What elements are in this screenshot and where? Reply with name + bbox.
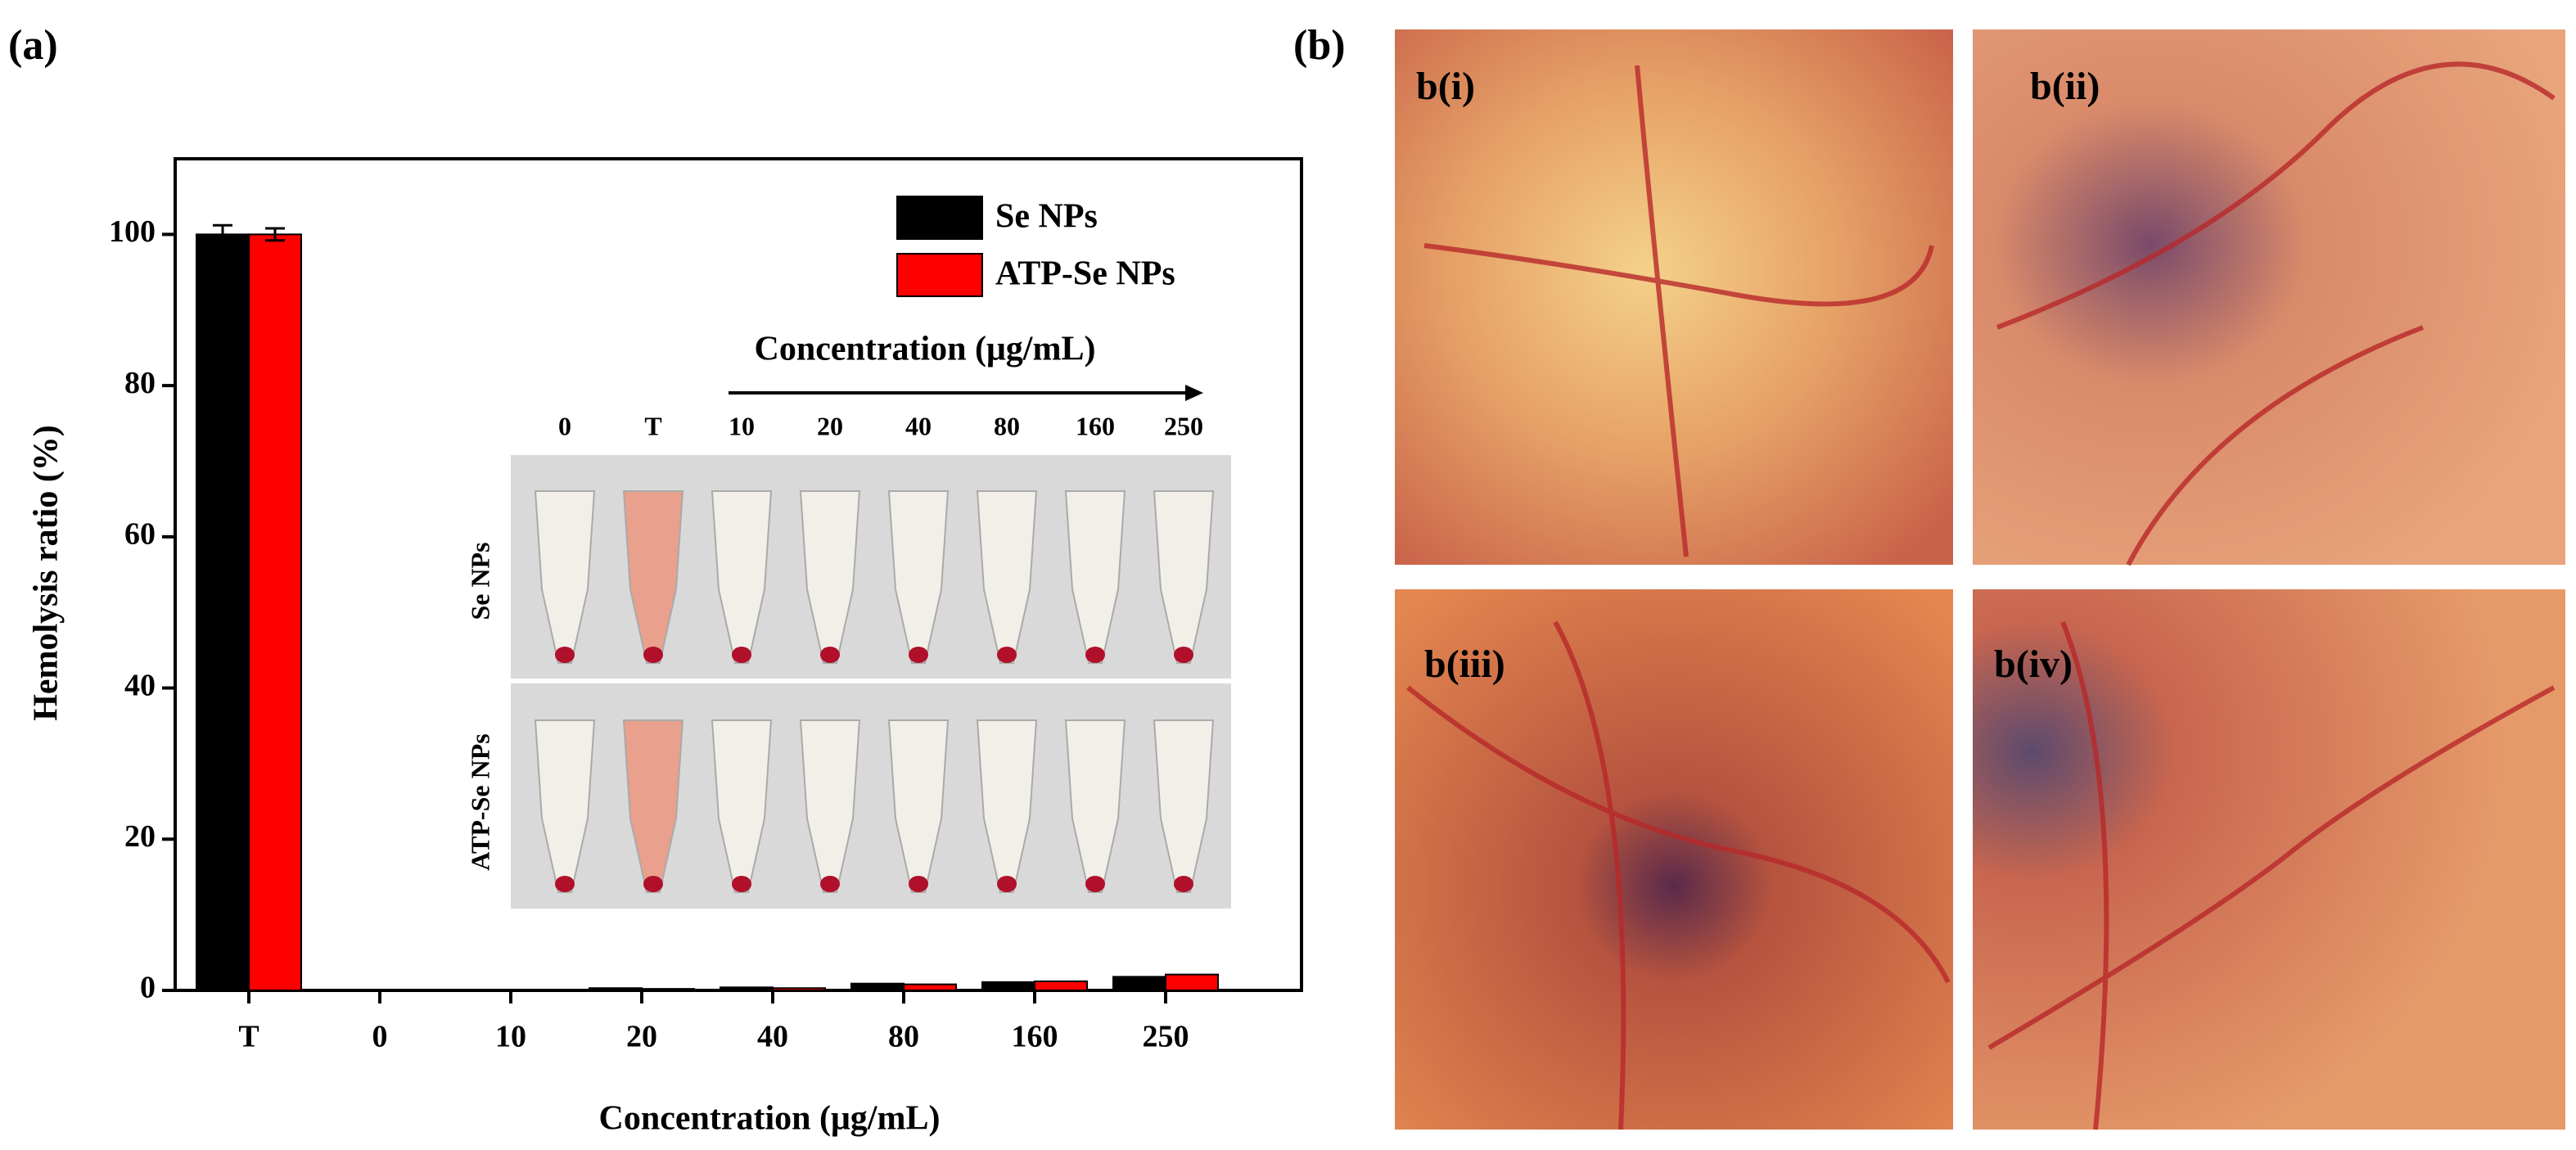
inset-label: 10 (729, 411, 755, 440)
tube (622, 719, 684, 893)
tube (887, 719, 950, 893)
bar (641, 988, 695, 991)
legend-label: Se NPs (995, 198, 1098, 236)
tube-pellet (820, 876, 840, 892)
legend-swatch (896, 253, 983, 297)
bar (589, 987, 643, 992)
inset-photo (511, 385, 1231, 909)
inset-label: 160 (1076, 411, 1115, 440)
inset-title: Concentration (μg/mL) (755, 331, 1096, 368)
error-bar (213, 223, 232, 245)
photo-label: b(iv) (1994, 643, 2073, 686)
y-tick-label: 40 (124, 668, 156, 702)
y-tick-label: 80 (124, 366, 156, 400)
tube-pellet (1085, 876, 1105, 892)
tube (622, 490, 684, 664)
panel-label: (a) (8, 22, 58, 69)
photo (1395, 29, 1953, 565)
x-tick-label: 40 (757, 1020, 788, 1054)
bar (850, 982, 905, 991)
tube (534, 490, 596, 664)
photo (1395, 589, 1953, 1130)
x-tick-label: 160 (1012, 1020, 1058, 1054)
bar (772, 987, 826, 992)
x-tick-label: 250 (1143, 1020, 1189, 1054)
bar (1034, 980, 1088, 992)
tube (799, 719, 861, 893)
x-tick-label: T (238, 1020, 259, 1054)
bar (1112, 976, 1166, 991)
tube-pellet (1174, 876, 1193, 892)
tube-pellet (555, 647, 575, 663)
tube (976, 490, 1038, 664)
tube (1064, 490, 1126, 664)
tube-pellet (643, 876, 663, 892)
bar (720, 986, 774, 991)
tube-pellet (997, 647, 1017, 663)
photo-label: b(ii) (2030, 65, 2100, 108)
inset-label: 20 (817, 411, 843, 440)
inset-row-label: Se NPs (465, 542, 494, 620)
y-tick-label: 20 (124, 819, 156, 854)
inset-label: 40 (905, 411, 932, 440)
photo (1973, 29, 2565, 565)
y-tick-label: 0 (140, 971, 156, 1005)
bar (981, 981, 1035, 991)
y-tick-label: 100 (109, 214, 156, 249)
inset-label: T (644, 411, 661, 440)
tube-pellet (1085, 647, 1105, 663)
tube-pellet (997, 876, 1017, 892)
tube (976, 719, 1038, 893)
tube-pellet (732, 876, 751, 892)
tube-pellet (1174, 647, 1193, 663)
tube-pellet (909, 647, 928, 663)
bar (903, 983, 957, 992)
tube (1153, 719, 1215, 893)
bar (1165, 973, 1219, 992)
legend-swatch (896, 196, 983, 240)
y-tick-label: 60 (124, 517, 156, 552)
tube (1153, 490, 1215, 664)
inset-row-label: ATP-Se NPs (465, 733, 494, 870)
y-axis-label: Hemolysis ratio (%) (28, 425, 65, 721)
inset-label: 0 (558, 411, 571, 440)
tube (1064, 719, 1126, 893)
photos (1395, 29, 2565, 1130)
photo-label: b(iii) (1424, 643, 1505, 686)
photo (1973, 589, 2565, 1130)
x-tick-label: 80 (888, 1020, 919, 1054)
tube-pellet (909, 876, 928, 892)
tube (534, 719, 596, 893)
error-bar (265, 227, 285, 242)
x-tick-label: 20 (626, 1020, 657, 1054)
x-tick-label: 10 (495, 1020, 526, 1054)
panel-label: (b) (1293, 22, 1346, 69)
x-axis-label: Concentration (μg/mL) (599, 1100, 941, 1138)
tube-pellet (643, 647, 663, 663)
tube (711, 490, 773, 664)
x-tick-label: 0 (372, 1020, 388, 1054)
legend-label: ATP-Se NPs (995, 255, 1175, 293)
bar (248, 233, 302, 991)
inset-label: 80 (994, 411, 1020, 440)
tube (799, 490, 861, 664)
bar (196, 233, 250, 991)
tube-pellet (555, 876, 575, 892)
inset-label: 250 (1164, 411, 1203, 440)
tube (887, 490, 950, 664)
tube-pellet (820, 647, 840, 663)
tube (711, 719, 773, 893)
photo-label: b(i) (1416, 65, 1475, 108)
tube-pellet (732, 647, 751, 663)
